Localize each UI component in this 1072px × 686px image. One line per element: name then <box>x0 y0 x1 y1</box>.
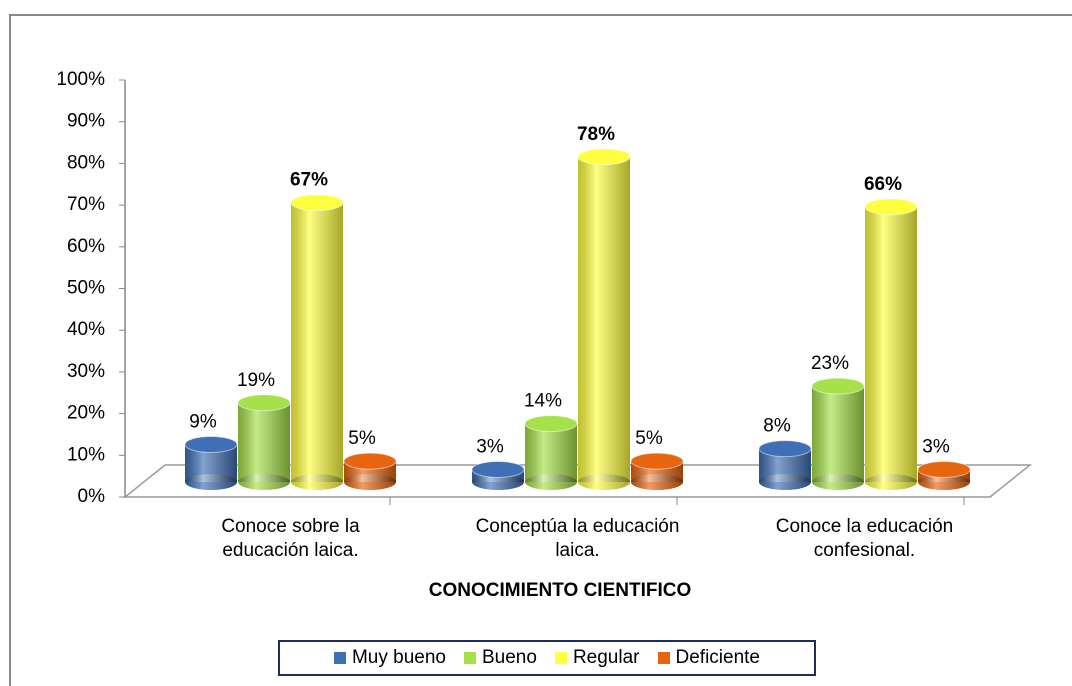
y-tick-label: 100% <box>56 69 105 90</box>
bar-body-shade <box>865 206 917 482</box>
legend-label: Bueno <box>482 647 537 668</box>
bar-top <box>917 460 971 478</box>
legend-swatch <box>657 652 670 664</box>
bar-top <box>811 377 865 395</box>
bar <box>471 460 525 490</box>
bar <box>758 440 812 490</box>
bar <box>630 452 684 490</box>
bar <box>917 460 971 490</box>
y-tick-label: 0% <box>78 486 106 507</box>
y-tick-label: 20% <box>67 403 105 424</box>
y-tick-label: 40% <box>67 319 105 340</box>
y-tick-label: 60% <box>67 236 105 257</box>
data-label: 19% <box>237 370 275 391</box>
bar-top <box>577 148 631 166</box>
bar <box>864 198 918 490</box>
bar-body-shade <box>525 423 577 482</box>
data-label: 8% <box>763 416 791 437</box>
legend: Muy bueno Bueno Regular Deficiente <box>278 640 816 676</box>
x-tick-label: Conoce la educación confesional. <box>775 516 954 561</box>
y-tick-label: 90% <box>67 111 105 132</box>
y-tick-label: 50% <box>67 278 105 299</box>
data-label: 14% <box>524 391 562 412</box>
bar-body-shade <box>238 402 290 482</box>
bar-top <box>237 394 291 412</box>
bar <box>577 148 631 490</box>
bar-top <box>758 440 812 458</box>
y-tick-label: 70% <box>67 194 105 215</box>
data-label: 23% <box>811 353 849 374</box>
data-label: 5% <box>348 428 376 449</box>
legend-item: Bueno <box>464 647 537 669</box>
x-axis-title: CONOCIMIENTO CIENTIFICO <box>428 580 692 601</box>
data-label: 67% <box>290 170 328 191</box>
bar <box>343 452 397 490</box>
legend-swatch <box>464 652 476 664</box>
bar <box>811 377 865 490</box>
legend-swatch <box>333 652 346 664</box>
bar-top <box>864 198 918 216</box>
legend-label: Muy bueno <box>351 647 446 668</box>
legend-label: Regular <box>572 647 640 668</box>
data-label: 3% <box>922 437 950 458</box>
x-tick-label: Conoce sobre la educación laica. <box>221 516 360 561</box>
bar <box>524 415 578 490</box>
bar-top <box>471 460 525 478</box>
frame <box>9 14 1072 686</box>
bar-top <box>184 435 238 453</box>
x-tick-label: Conceptúa la educación laica. <box>475 516 680 561</box>
data-label: 9% <box>189 411 217 432</box>
bar <box>184 435 238 490</box>
bar-top <box>343 452 397 470</box>
data-label: 66% <box>864 174 902 195</box>
data-label: 78% <box>577 124 615 145</box>
bar-top <box>290 194 344 212</box>
bar-top <box>524 415 578 433</box>
legend-item: Deficiente <box>657 647 761 669</box>
y-tick-label: 80% <box>67 152 105 173</box>
bar-body-shade <box>812 386 864 482</box>
y-tick-label: 10% <box>67 444 105 465</box>
data-label: 3% <box>476 437 504 458</box>
bar-body-shade <box>578 156 630 483</box>
bar <box>290 194 344 490</box>
legend-swatch <box>554 652 567 664</box>
bar-body-shade <box>291 202 343 483</box>
bar-top <box>630 452 684 470</box>
legend-item: Muy bueno <box>333 647 446 669</box>
legend-label: Deficiente <box>675 647 761 668</box>
y-tick-label: 30% <box>67 361 105 382</box>
bar <box>237 394 291 490</box>
legend-item: Regular <box>554 647 640 669</box>
data-label: 5% <box>635 428 663 449</box>
